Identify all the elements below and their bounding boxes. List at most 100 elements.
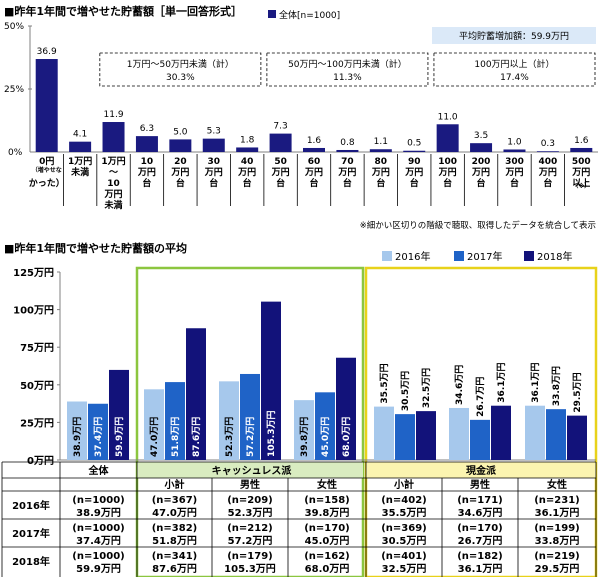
chart2-bar — [67, 401, 87, 460]
table-cell-n: (n=162) — [304, 551, 350, 562]
table-cell-n: (n=158) — [304, 495, 350, 506]
table-cell-value: 34.6万円 — [458, 507, 503, 519]
chart1-category-label: 万円 — [137, 167, 156, 178]
chart2-y-tick-label: 125万円 — [13, 267, 54, 279]
table-cell-n: (n=199) — [534, 523, 580, 534]
chart2-bar — [109, 369, 129, 460]
chart1-bar — [369, 149, 392, 152]
cashless-header-bg — [137, 462, 363, 478]
chart1-value-label: 0.8 — [340, 138, 355, 148]
chart1-value-label: 1.1 — [374, 137, 388, 147]
table-cell-n: (n=179) — [227, 551, 273, 562]
table-cell-n: (n=382) — [152, 523, 198, 534]
chart1-legend-swatch — [268, 10, 276, 18]
chart1-value-label: 0.5 — [407, 139, 421, 149]
chart1-category-label: 以上 — [572, 177, 590, 189]
table-cell-value: 52.3万円 — [228, 507, 273, 519]
table-cell-value: 47.0万円 — [152, 507, 197, 519]
chart1-category-label: 台 — [309, 177, 318, 189]
cash-header-bg — [366, 462, 596, 478]
chart1-bar — [35, 59, 58, 152]
segment-label: キャッシュレス派 — [212, 465, 293, 477]
chart1-bar — [69, 141, 92, 152]
table-cell-n: (n=219) — [534, 551, 580, 562]
chart1-summary-text: 平均貯蓄増加額：59.9万円 — [459, 30, 569, 42]
chart1-value-label: 1.6 — [574, 136, 589, 146]
chart2-legend-label: 2018年 — [537, 250, 572, 263]
chart2-value-label: 30.5万円 — [400, 371, 411, 411]
chart1-category-label: 台 — [176, 177, 185, 189]
chart1-value-label: 4.1 — [73, 130, 87, 140]
chart1-category-label: 0円 — [39, 156, 54, 167]
chart2-value-label: 35.5万円 — [379, 363, 390, 403]
table-cell-value: 87.6万円 — [152, 563, 197, 575]
chart1-category-label: 30 — [207, 157, 220, 167]
chart2-value-label: 34.6万円 — [454, 365, 465, 405]
chart2-value-label: 36.1万円 — [530, 362, 541, 402]
chart1-value-label: 1.8 — [240, 135, 255, 145]
chart2-bar — [186, 328, 206, 460]
table-cell-value: 59.9万円 — [76, 563, 121, 575]
chart1-category-label: 台 — [510, 177, 519, 189]
table-cell-n: (n=170) — [457, 523, 503, 534]
table-cell-value: 36.1万円 — [535, 507, 580, 519]
table-cell-n: (n=1000) — [72, 523, 124, 534]
table-cell-value: 37.4万円 — [76, 535, 121, 547]
chart2-value-label: 39.8万円 — [299, 417, 310, 457]
table-cell-value: 38.9万円 — [76, 507, 121, 519]
table-column-header: 男性 — [240, 478, 260, 491]
chart1-category-label: 万円 — [271, 167, 290, 178]
chart2-value-label: 38.9万円 — [72, 417, 83, 457]
table-cell-n: (n=170) — [304, 523, 350, 534]
chart1-group-label: 1万円～50万円未満（計） — [127, 58, 234, 70]
table-column-header: 女性 — [547, 478, 567, 491]
chart1-category-label: 400 — [538, 157, 557, 167]
chart1-value-label: 1.0 — [507, 137, 522, 147]
table-cell-n: (n=182) — [457, 551, 503, 562]
chart2-value-label: 68.0万円 — [341, 417, 352, 457]
chart1-category-labels: 0円（増やせなかった）1万円未満1万円～10万円未満10万円台20万円台30万円… — [29, 154, 591, 211]
chart2-bar — [374, 406, 394, 460]
table-row-year: 2017年 — [12, 527, 50, 540]
table-row-year: 2016年 — [12, 499, 50, 512]
chart1-category-label: 500 — [572, 157, 591, 167]
chart1-ytick-0: 0% — [8, 148, 23, 158]
chart1-category-label: 万円 — [304, 167, 323, 178]
chart1-category-label: 20 — [174, 157, 187, 167]
chart1-category-label: 台 — [477, 177, 486, 189]
chart2-bar — [261, 301, 281, 460]
chart1-group-box — [266, 52, 429, 87]
table-cell-value: 39.8万円 — [305, 507, 350, 519]
chart1-group-value: 30.3% — [166, 73, 195, 83]
chart1-bar — [570, 147, 593, 152]
chart1-category-label: 200 — [472, 157, 491, 167]
chart1-category-label: 台 — [142, 177, 151, 189]
chart1-category-label: 万円 — [571, 167, 590, 178]
chart1-group-value: 17.4% — [500, 73, 529, 83]
chart1-group-box — [99, 52, 262, 87]
chart1-category-label: 60 — [308, 157, 321, 167]
table-column-header: 男性 — [470, 478, 490, 491]
table-cell-value: 68.0万円 — [305, 563, 350, 575]
chart-average: ■昨年1年間で増やせた貯蓄額の平均 2016年 2017年 2018年 125万円1… — [1, 241, 598, 577]
chart2-value-label: 37.4万円 — [93, 417, 104, 457]
chart2-bar — [219, 381, 239, 460]
table-cell-n: (n=369) — [381, 523, 427, 534]
chart2-legend-swatch — [454, 251, 464, 261]
chart1-category-label: 未満 — [70, 166, 89, 178]
chart1-group-value: 11.3% — [333, 73, 362, 83]
chart2-bar — [470, 419, 490, 460]
chart2-legend: 2016年 2017年 2018年 — [382, 250, 572, 263]
chart1-group-label: 50万円～100万円未満（計） — [288, 58, 407, 70]
table-cell-value: 45.0万円 — [305, 535, 350, 547]
chart1-bar — [470, 143, 493, 152]
chart2-value-label: 26.7万円 — [475, 377, 486, 417]
chart1-category-label: （増やせな — [32, 166, 62, 174]
chart1-bar — [202, 138, 225, 152]
chart1-category-label: （※） — [572, 182, 590, 190]
table-cell-n: (n=212) — [227, 523, 273, 534]
chart2-value-label: 47.0万円 — [149, 417, 160, 457]
chart1-category-label: 万円 — [504, 167, 523, 178]
